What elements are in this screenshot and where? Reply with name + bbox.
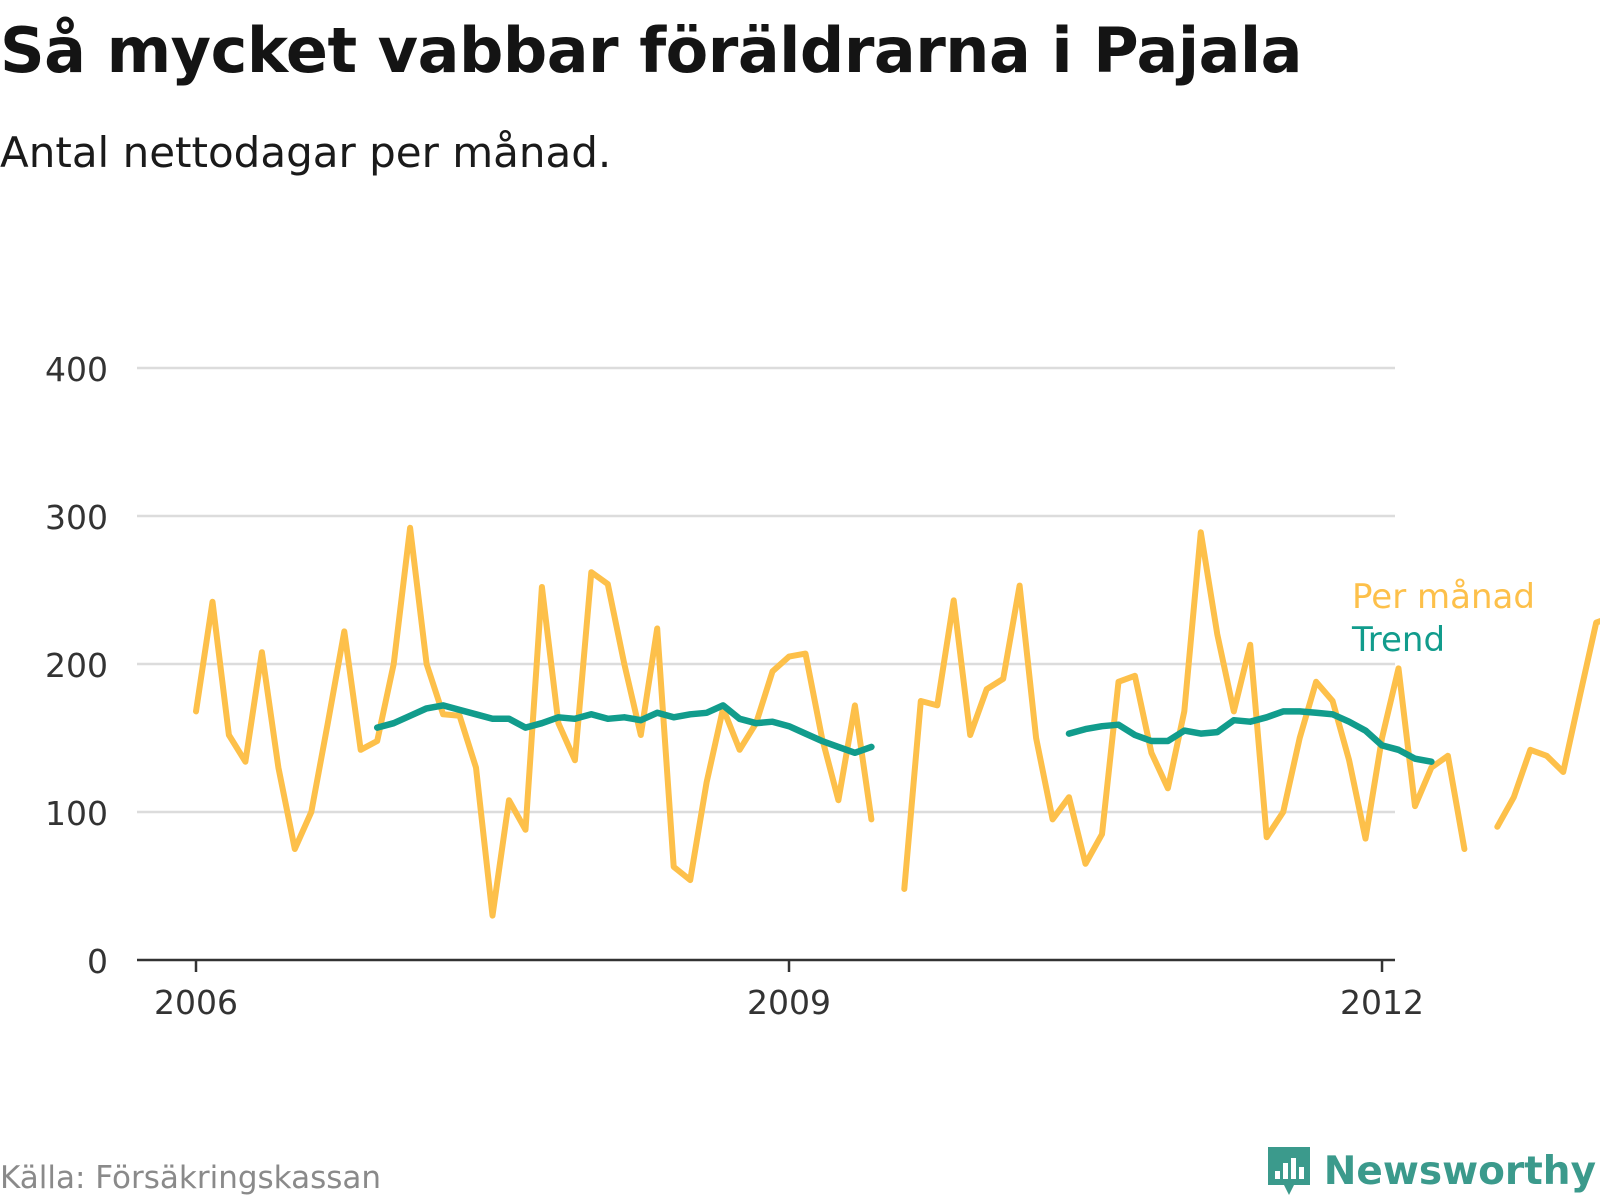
x-tick-label: 2009 [747, 983, 831, 1022]
y-tick-label: 0 [87, 942, 108, 981]
x-axis: 2006200920122015201820212023 [137, 958, 1424, 1022]
y-tick-label: 400 [45, 350, 108, 389]
grid-lines [137, 366, 1395, 814]
legend-label-monthly: Per månad [1352, 577, 1535, 617]
page-title: Så mycket vabbar föräldrarna i Pajala [0, 14, 1303, 87]
brand-logo: Newsworthy [1264, 1142, 1596, 1200]
page-subtitle: Antal nettodagar per månad. [0, 128, 612, 177]
monthly-line-segment-2 [901, 529, 1468, 892]
x-tick-label: 2006 [154, 983, 238, 1022]
trend-line-segment-2 [1065, 708, 1435, 765]
y-tick-label: 100 [45, 794, 108, 833]
monthly-line-segment-3 [1494, 618, 1600, 830]
series-trend [373, 702, 1435, 765]
trend-line-segment-1 [373, 702, 875, 757]
brand-name: Newsworthy [1323, 1148, 1596, 1194]
newsworthy-logo-icon [1267, 1147, 1310, 1195]
x-tick-label: 2012 [1340, 983, 1424, 1022]
source-credit: Källa: Försäkringskassan [0, 1160, 382, 1196]
series-lines [193, 524, 1600, 919]
legend-label-trend: Trend [1351, 620, 1445, 660]
y-axis-ticks: 0 100 200 300 400 [45, 350, 108, 981]
series-monthly [193, 524, 1600, 919]
y-tick-label: 300 [45, 498, 108, 537]
monthly-line-segment-1 [193, 524, 875, 919]
y-tick-label: 200 [45, 646, 108, 685]
